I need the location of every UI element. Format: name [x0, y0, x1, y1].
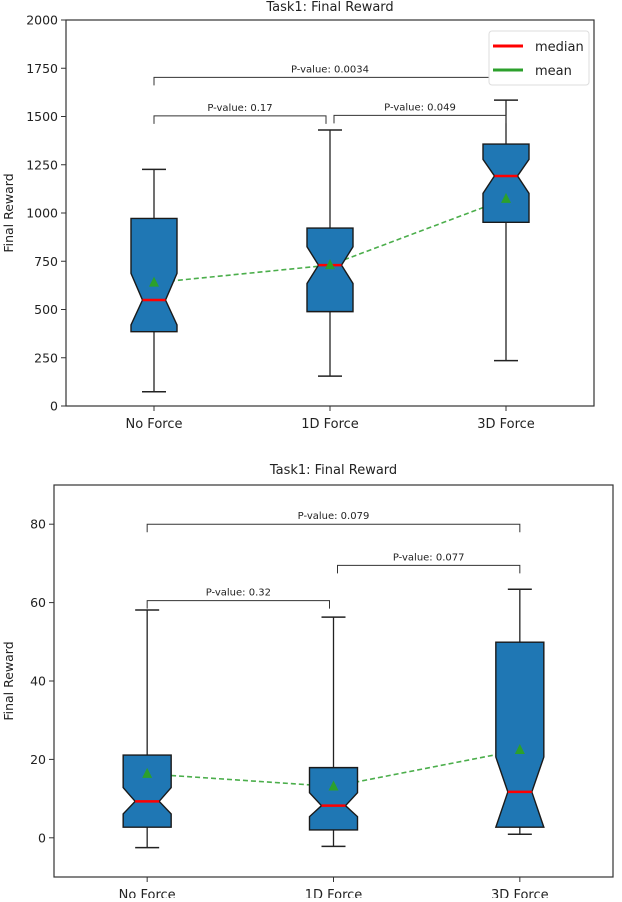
significance-bracket	[337, 564, 521, 574]
p-value-label: P-value: 0.32	[206, 588, 271, 599]
mean-marker	[514, 743, 525, 754]
y-tick-label: 2000	[26, 13, 58, 28]
x-tick-label: 3D Force	[477, 417, 535, 432]
x-tick-label: No Force	[126, 417, 183, 432]
x-tick-label: 3D Force	[491, 888, 549, 898]
significance-bracket	[146, 523, 521, 533]
mean-marker	[501, 192, 511, 203]
chart-1: Task1: Final Reward 0 250 500 750 1000 1250 150…	[1, 0, 595, 432]
notched-box	[494, 641, 545, 828]
mean-marker	[149, 276, 159, 287]
mean-marker	[328, 780, 339, 791]
x-tick-label: No Force	[119, 888, 176, 898]
significance-bracket	[153, 115, 327, 124]
x-tick-label: 1D Force	[301, 417, 359, 432]
legend-label-median: median	[535, 40, 584, 55]
chart-title: Task1: Final Reward	[265, 0, 393, 15]
notched-box	[130, 217, 178, 333]
y-tick-label: 1250	[26, 157, 58, 172]
significance-bracket	[146, 600, 330, 609]
y-tick-label: 0	[50, 399, 58, 414]
y-tick-label: 1500	[26, 109, 58, 124]
significance-bracket	[333, 114, 507, 124]
p-value-label: P-value: 0.077	[393, 552, 465, 563]
notched-box	[306, 227, 354, 313]
p-value-label: P-value: 0.049	[384, 102, 456, 113]
y-tick-label: 1000	[26, 206, 58, 221]
notched-box	[482, 143, 530, 223]
y-tick-label: 750	[34, 254, 58, 269]
y-axis-label: Final Reward	[1, 173, 16, 252]
significance-bracket	[153, 76, 507, 86]
notched-box	[308, 766, 359, 831]
chart-title: Task1: Final Reward	[269, 463, 397, 478]
y-tick-label: 1750	[26, 61, 58, 76]
legend-label-mean: mean	[535, 64, 572, 79]
y-tick-label: 0	[38, 830, 46, 845]
p-value-label: P-value: 0.079	[298, 511, 370, 522]
p-value-label: P-value: 0.0034	[291, 64, 369, 75]
x-tick-label: 1D Force	[305, 888, 363, 898]
y-tick-label: 40	[30, 674, 46, 689]
legend: median mean	[488, 30, 590, 86]
y-tick-label: 60	[30, 595, 46, 610]
y-tick-label: 80	[30, 517, 46, 532]
notched-box	[122, 754, 172, 828]
y-tick-label: 250	[34, 350, 58, 365]
mean-marker	[142, 767, 153, 778]
y-axis-label: Final Reward	[1, 641, 16, 720]
p-value-label: P-value: 0.17	[207, 103, 272, 114]
mean-marker	[325, 259, 335, 270]
y-tick-label: 500	[34, 302, 58, 317]
y-tick-label: 20	[30, 752, 46, 767]
chart-2: Task1: Final Reward 0 20 40 60 80 Final Reward…	[1, 463, 614, 902]
